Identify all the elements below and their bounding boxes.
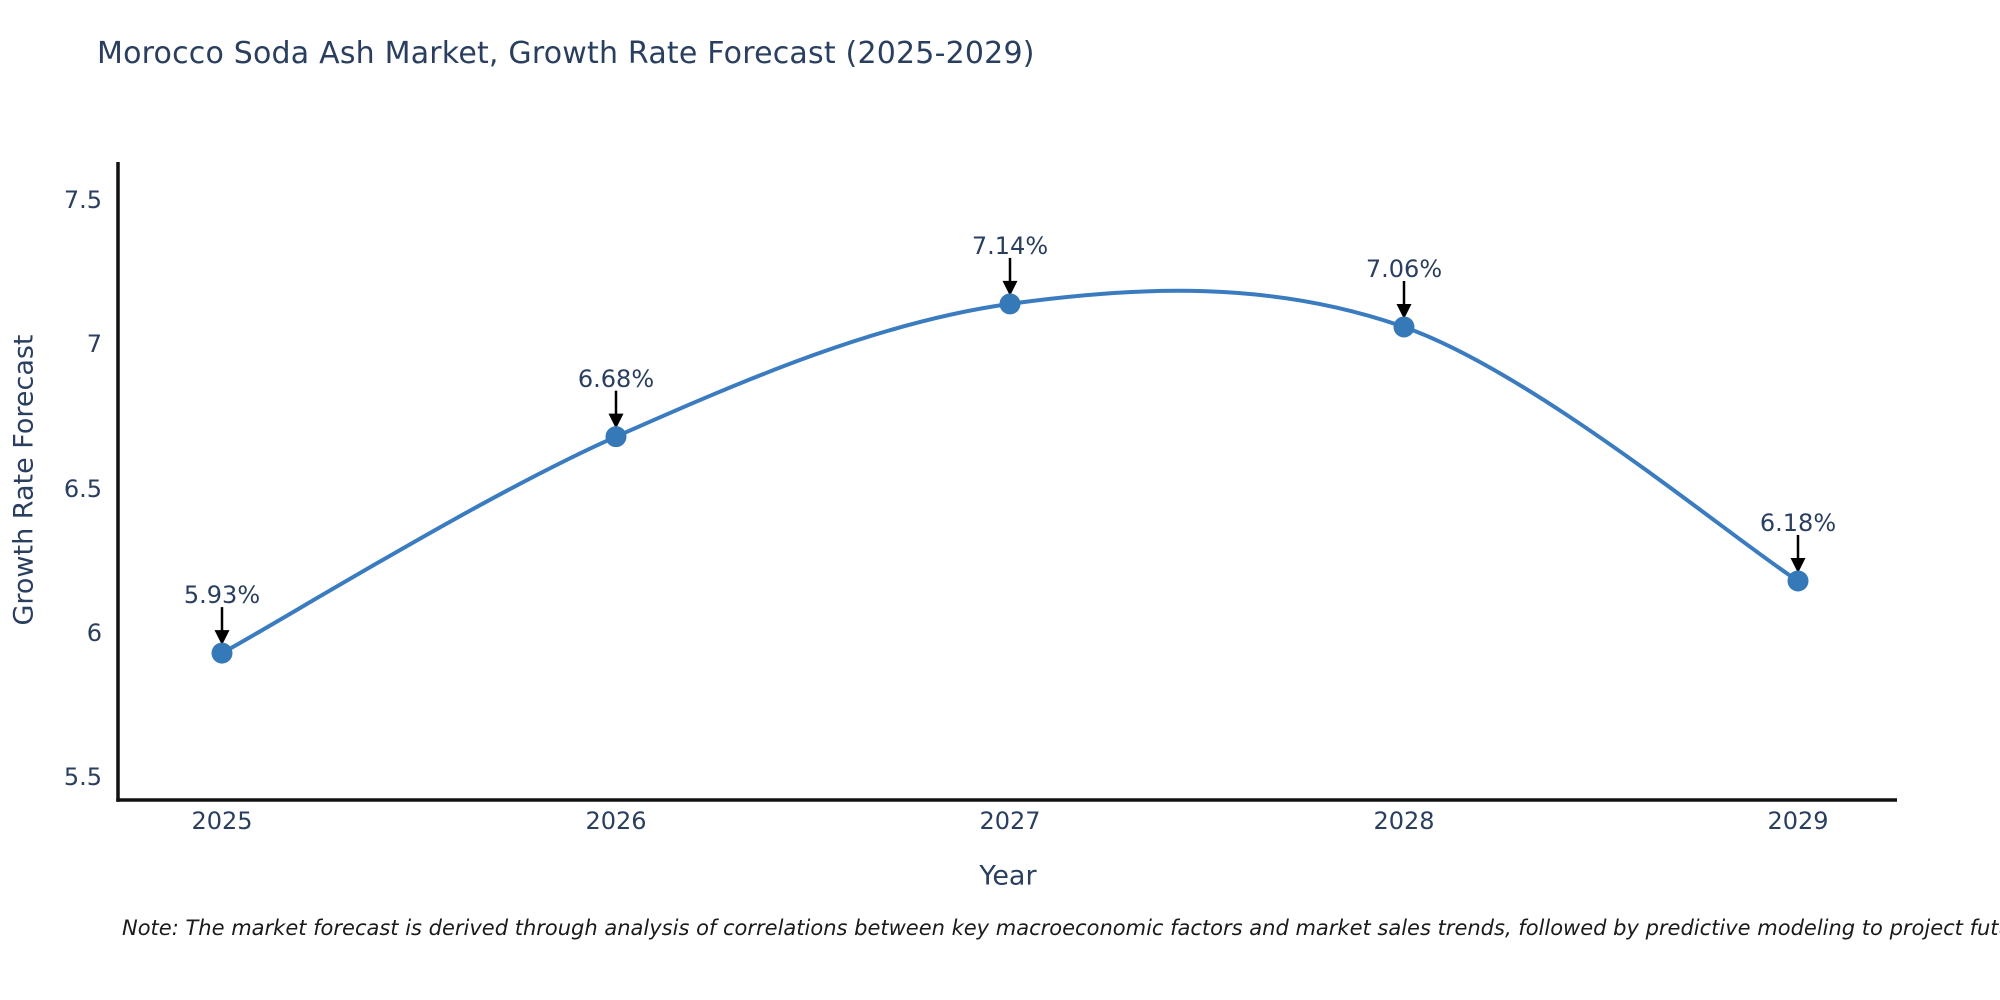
- point-value-label: 7.06%: [1365, 254, 1443, 283]
- annotation-arrowhead: [1396, 303, 1412, 319]
- y-tick-label: 6: [86, 618, 102, 647]
- series-line: [221, 288, 1800, 655]
- x-tick-label: 2027: [979, 807, 1041, 835]
- annotation-arrowhead: [1002, 280, 1018, 296]
- x-tick-label: 2029: [1767, 807, 1829, 835]
- chart-title: Morocco Soda Ash Market, Growth Rate For…: [97, 36, 1035, 71]
- annotation-arrowhead: [214, 630, 230, 646]
- y-tick-label: 7: [86, 330, 102, 359]
- y-tick-label: 7.5: [63, 186, 102, 214]
- annotation-arrowhead: [608, 413, 624, 429]
- x-tick-label: 2025: [191, 807, 253, 835]
- x-tick-label: 2026: [585, 807, 647, 835]
- point-value-label: 6.18%: [1759, 508, 1837, 537]
- data-point-marker[interactable]: [605, 426, 627, 448]
- data-point-marker[interactable]: [1787, 570, 1809, 592]
- data-point-marker[interactable]: [1393, 316, 1415, 338]
- x-axis-title: Year: [979, 860, 1037, 892]
- annotation-arrowhead: [1790, 557, 1806, 573]
- footnote: Note: The market forecast is derived thr…: [122, 916, 2000, 940]
- x-tick-label: 2028: [1373, 807, 1435, 835]
- data-point-marker[interactable]: [999, 293, 1021, 315]
- point-value-label: 5.93%: [183, 581, 261, 610]
- y-axis-title: Growth Rate Forecast: [8, 334, 40, 626]
- y-tick-label: 5.5: [63, 763, 102, 792]
- y-tick-label: 6.5: [63, 474, 102, 503]
- point-value-label: 7.14%: [971, 231, 1049, 260]
- data-point-marker[interactable]: [211, 642, 233, 664]
- point-value-label: 6.68%: [577, 364, 655, 393]
